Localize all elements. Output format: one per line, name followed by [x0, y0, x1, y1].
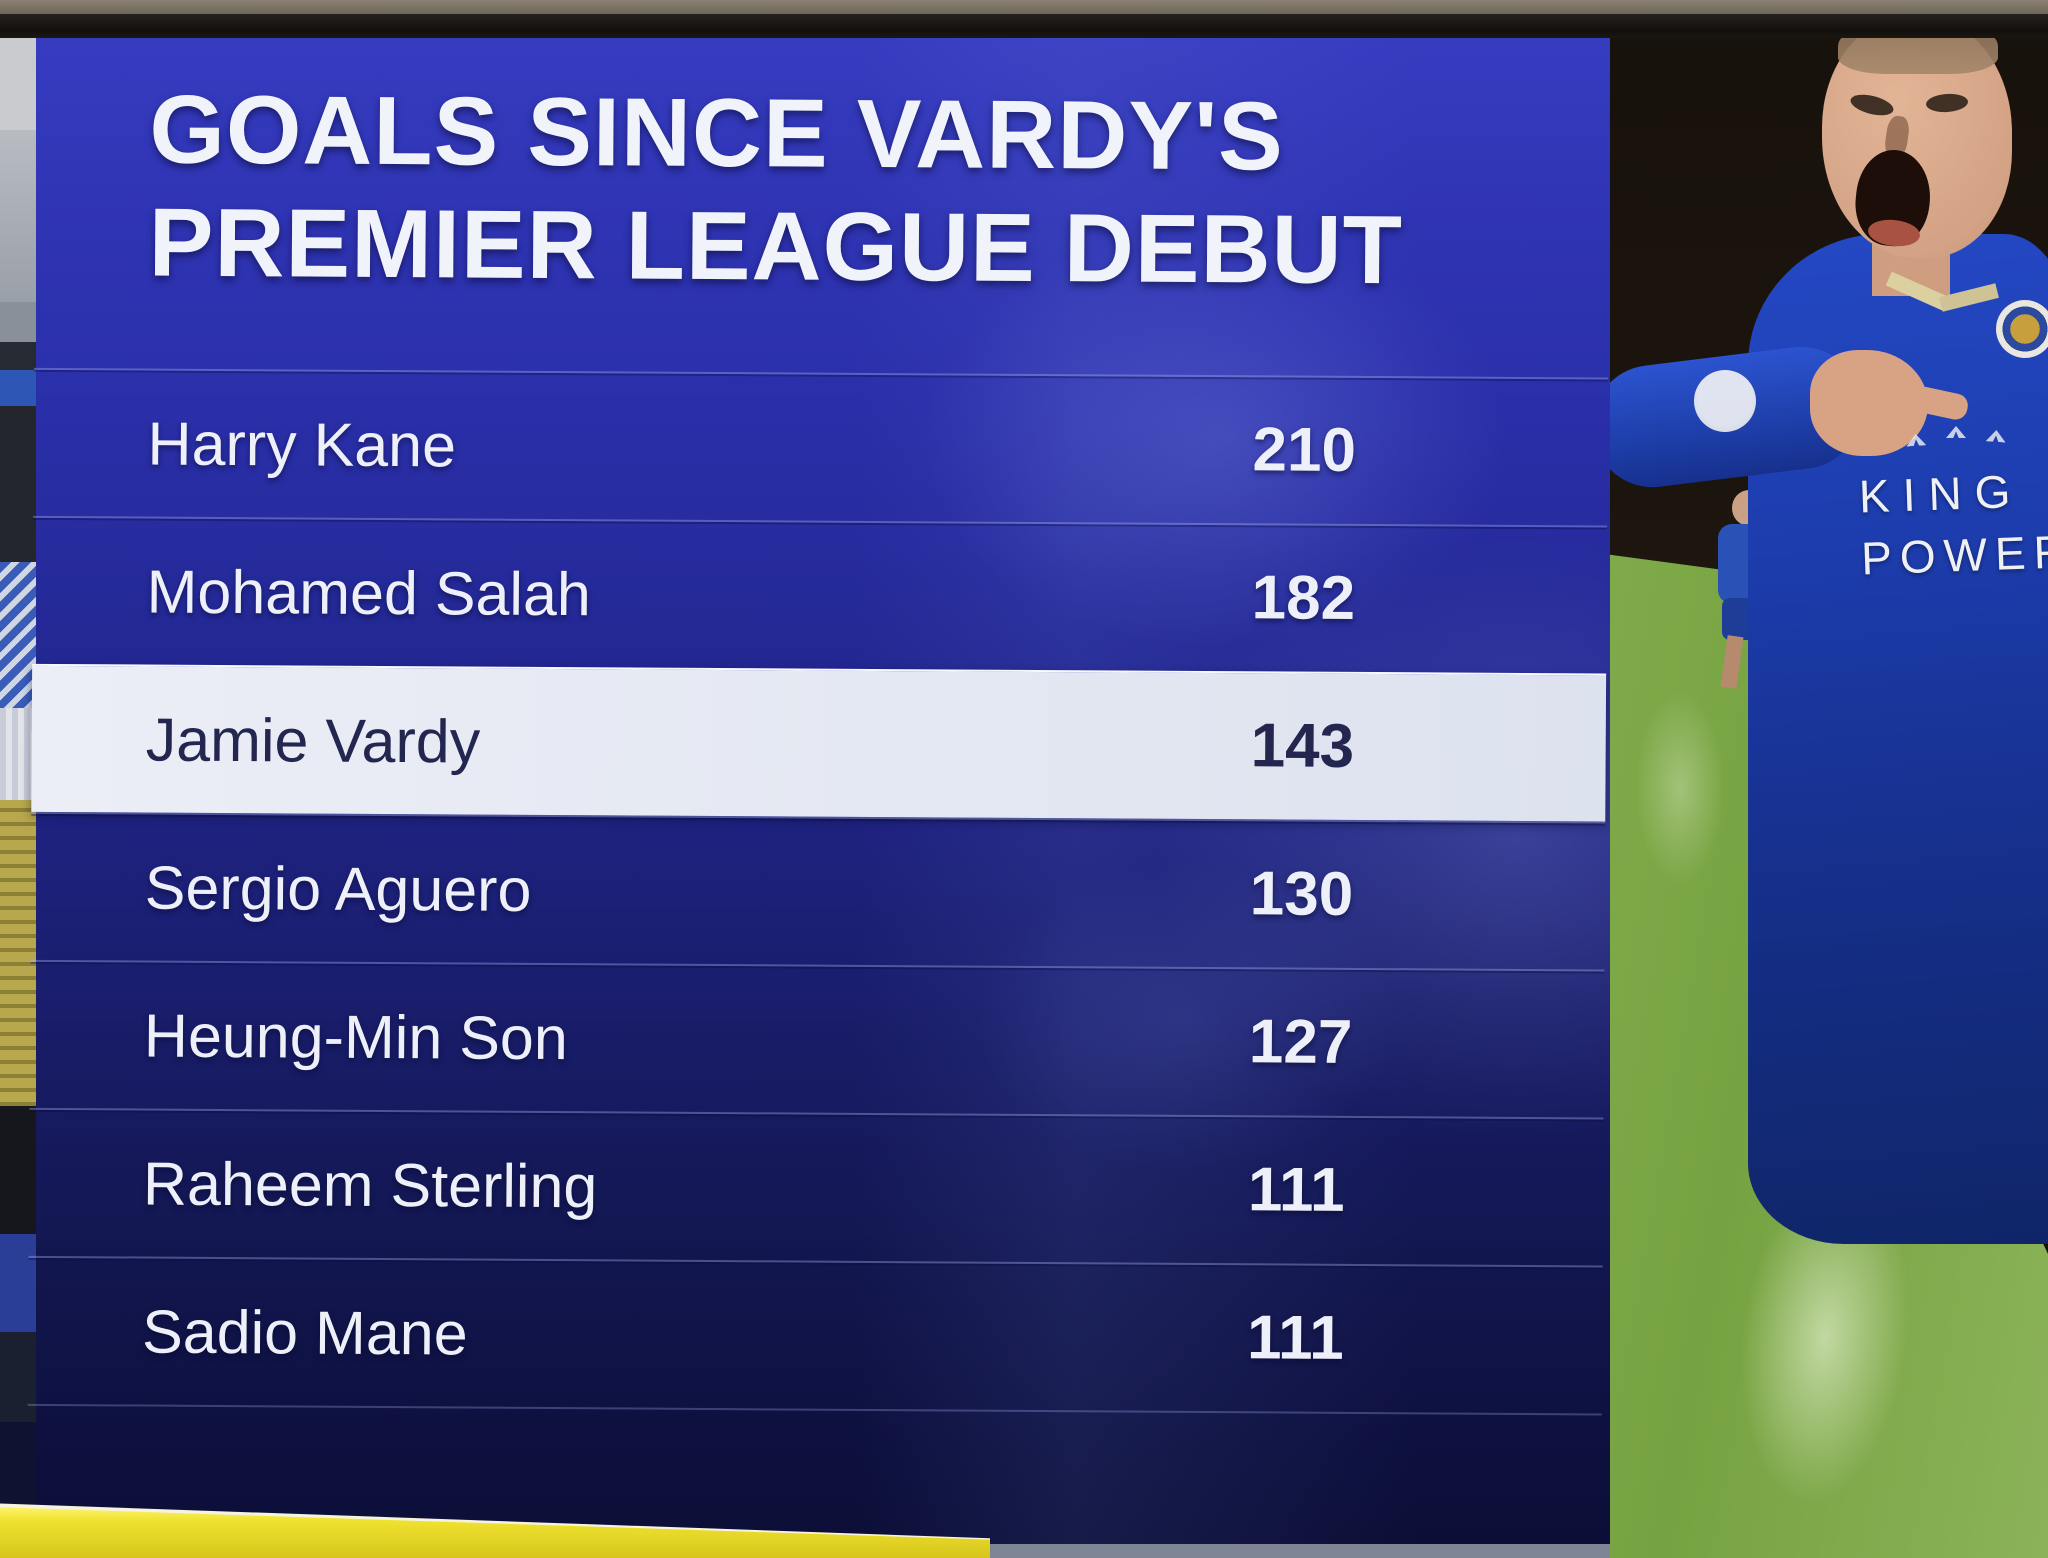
- shirt-sponsor-text: KING POWER: [1858, 459, 2048, 590]
- shirt-sponsor-line2: POWER: [1860, 525, 2048, 585]
- shirt-sponsor-line1: KING: [1858, 464, 2025, 523]
- vardy-celebration-photo: KING POWER: [1610, 38, 2048, 1558]
- premier-league-sleeve-patch: [1694, 370, 1756, 432]
- stats-panel-background: [36, 38, 1610, 1558]
- pitch-light-streak: [1620, 658, 1740, 918]
- vardy-hair: [1838, 38, 1998, 74]
- tv-bezel-top: [0, 14, 2048, 38]
- tv-screen: GOALS SINCE VARDY'S PREMIER LEAGUE DEBUT…: [0, 38, 2048, 1558]
- leicester-club-crest: [1996, 300, 2048, 358]
- bottom-gray-sliver: [830, 1544, 1610, 1558]
- wall-above-tv: [0, 0, 2048, 14]
- vardy-hand: [1810, 350, 1928, 456]
